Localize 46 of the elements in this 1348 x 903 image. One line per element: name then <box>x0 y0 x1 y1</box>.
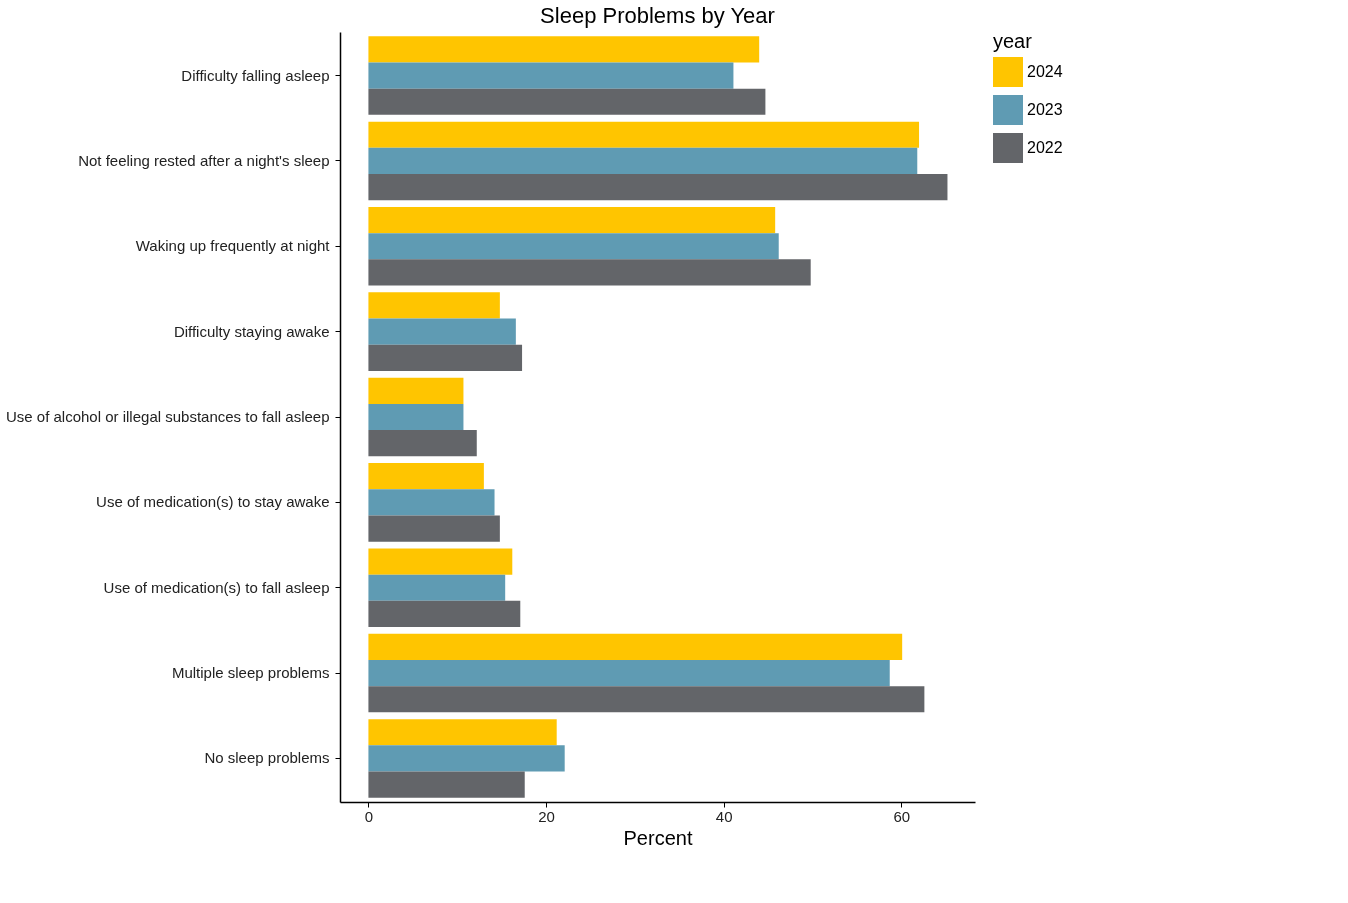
legend-title: year <box>993 30 1033 52</box>
bar <box>368 719 557 746</box>
y-tick-label: Use of medication(s) to stay awake <box>96 493 330 511</box>
bar <box>368 36 760 63</box>
y-tick-label: Use of alcohol or illegal substances to fall asleep <box>5 408 330 425</box>
y-tick-label: Difficulty falling asleep <box>181 66 330 84</box>
bar <box>368 292 500 319</box>
bar <box>368 548 513 575</box>
bar <box>368 318 516 345</box>
bar <box>368 515 500 542</box>
bar <box>368 121 920 148</box>
legend-label: 2024 <box>1027 63 1063 80</box>
bar <box>368 489 495 516</box>
y-tick-label: Waking up frequently at night <box>135 237 331 255</box>
y-tick-label: Multiple sleep problems <box>171 664 330 682</box>
bar <box>368 207 776 234</box>
legend-label: 2022 <box>1027 139 1063 156</box>
bar <box>368 600 521 627</box>
bar <box>368 686 925 713</box>
x-tick-label: 40 <box>715 807 733 825</box>
bar <box>368 233 779 260</box>
bar <box>368 463 484 490</box>
bar <box>368 771 525 798</box>
bar <box>368 403 464 431</box>
bar <box>368 377 464 404</box>
chart-title: Sleep Problems by Year <box>540 3 775 28</box>
bar <box>368 62 734 89</box>
bar <box>368 660 890 687</box>
bar <box>368 344 523 371</box>
y-tick-label: No sleep problems <box>204 749 330 767</box>
x-tick-label: 60 <box>893 807 911 825</box>
x-axis-title: Percent <box>623 826 693 849</box>
y-tick-label: Difficulty staying awake <box>173 322 330 340</box>
bar <box>368 259 811 286</box>
bar <box>368 574 506 601</box>
legend-label: 2023 <box>1027 101 1063 118</box>
y-tick-label: Not feeling rested after a night's sleep <box>78 151 330 169</box>
bar <box>368 173 948 201</box>
x-tick-label: 0 <box>364 807 374 825</box>
bar <box>368 745 565 772</box>
x-tick-label: 20 <box>538 807 555 825</box>
y-tick-label: Use of medication(s) to fall asleep <box>103 578 330 596</box>
bar <box>368 430 477 457</box>
bar <box>368 147 918 174</box>
bar <box>368 633 903 661</box>
bar <box>368 88 766 115</box>
